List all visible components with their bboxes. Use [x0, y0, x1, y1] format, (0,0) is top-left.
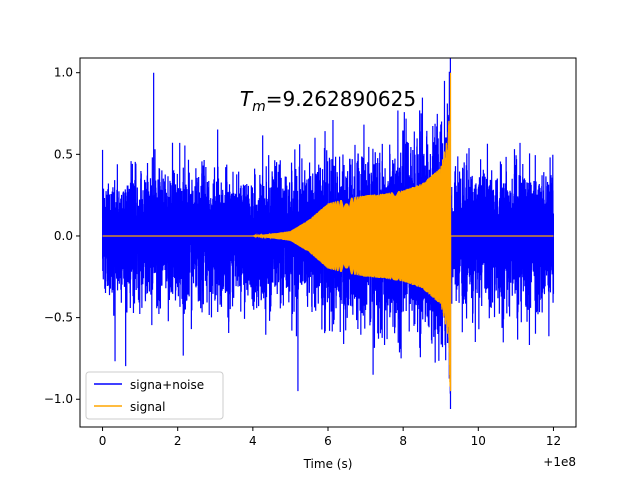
x-tick-label: 0: [99, 434, 107, 448]
merger-time-annotation: Tm=9.262890625: [240, 87, 416, 115]
y-tick-label: 0.0: [54, 229, 73, 243]
x-tick-label: 4: [249, 434, 257, 448]
x-axis-ticks: 0 2 4 6 8 10 12: [99, 427, 561, 448]
y-tick-label: −1.0: [44, 392, 73, 406]
x-offset-label: +1e8: [543, 455, 576, 469]
annotation-symbol: T: [240, 87, 254, 111]
annotation-value: =9.262890625: [266, 87, 416, 111]
series-layer: [101, 58, 555, 410]
y-tick-label: 0.5: [54, 147, 73, 161]
legend-label-signa-noise: signa+noise: [130, 378, 204, 392]
x-tick-label: 2: [174, 434, 182, 448]
x-tick-label: 12: [546, 434, 561, 448]
series-line-signal: [102, 72, 554, 392]
annotation-subscript: m: [252, 99, 266, 115]
y-tick-label: 1.0: [54, 66, 73, 80]
y-tick-label: −0.5: [44, 311, 73, 325]
legend: signa+noise signal: [85, 371, 224, 420]
y-axis-ticks: −1.0 −0.5 0.0 0.5 1.0: [44, 66, 80, 406]
x-tick-label: 6: [324, 434, 332, 448]
x-tick-label: 10: [471, 434, 486, 448]
x-tick-label: 8: [399, 434, 407, 448]
x-axis-label: Time (s): [303, 457, 353, 471]
legend-label-signal: signal: [130, 400, 166, 414]
